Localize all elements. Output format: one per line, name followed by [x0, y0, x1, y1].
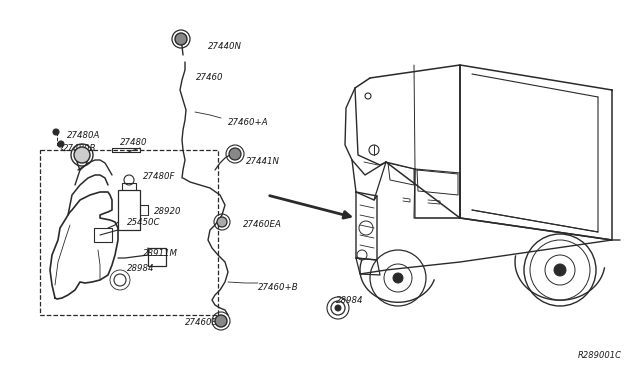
- Text: 27460+A: 27460+A: [228, 118, 269, 127]
- Text: 27480F: 27480F: [143, 172, 175, 181]
- Text: 27460: 27460: [196, 73, 223, 82]
- Circle shape: [217, 217, 227, 227]
- Text: 27480: 27480: [120, 138, 147, 147]
- Text: 28984: 28984: [336, 296, 364, 305]
- Text: 27441N: 27441N: [246, 157, 280, 166]
- Text: 28911M: 28911M: [143, 249, 178, 258]
- Circle shape: [175, 33, 187, 45]
- Circle shape: [58, 141, 64, 147]
- Circle shape: [215, 315, 227, 327]
- Text: 27460EA: 27460EA: [243, 220, 282, 229]
- Text: 27480A: 27480A: [67, 131, 100, 140]
- Circle shape: [74, 147, 90, 163]
- Circle shape: [554, 264, 566, 276]
- Text: 27440N: 27440N: [208, 42, 242, 51]
- Text: 27460+B: 27460+B: [258, 283, 299, 292]
- Text: 27460E: 27460E: [185, 318, 218, 327]
- Text: 28984: 28984: [127, 264, 154, 273]
- Circle shape: [335, 305, 341, 311]
- Text: 28920: 28920: [154, 207, 182, 216]
- Text: R289001C: R289001C: [578, 351, 622, 360]
- Text: 27480B: 27480B: [63, 144, 97, 153]
- Circle shape: [393, 273, 403, 283]
- Text: 25450C: 25450C: [127, 218, 161, 227]
- Circle shape: [229, 148, 241, 160]
- Circle shape: [53, 129, 59, 135]
